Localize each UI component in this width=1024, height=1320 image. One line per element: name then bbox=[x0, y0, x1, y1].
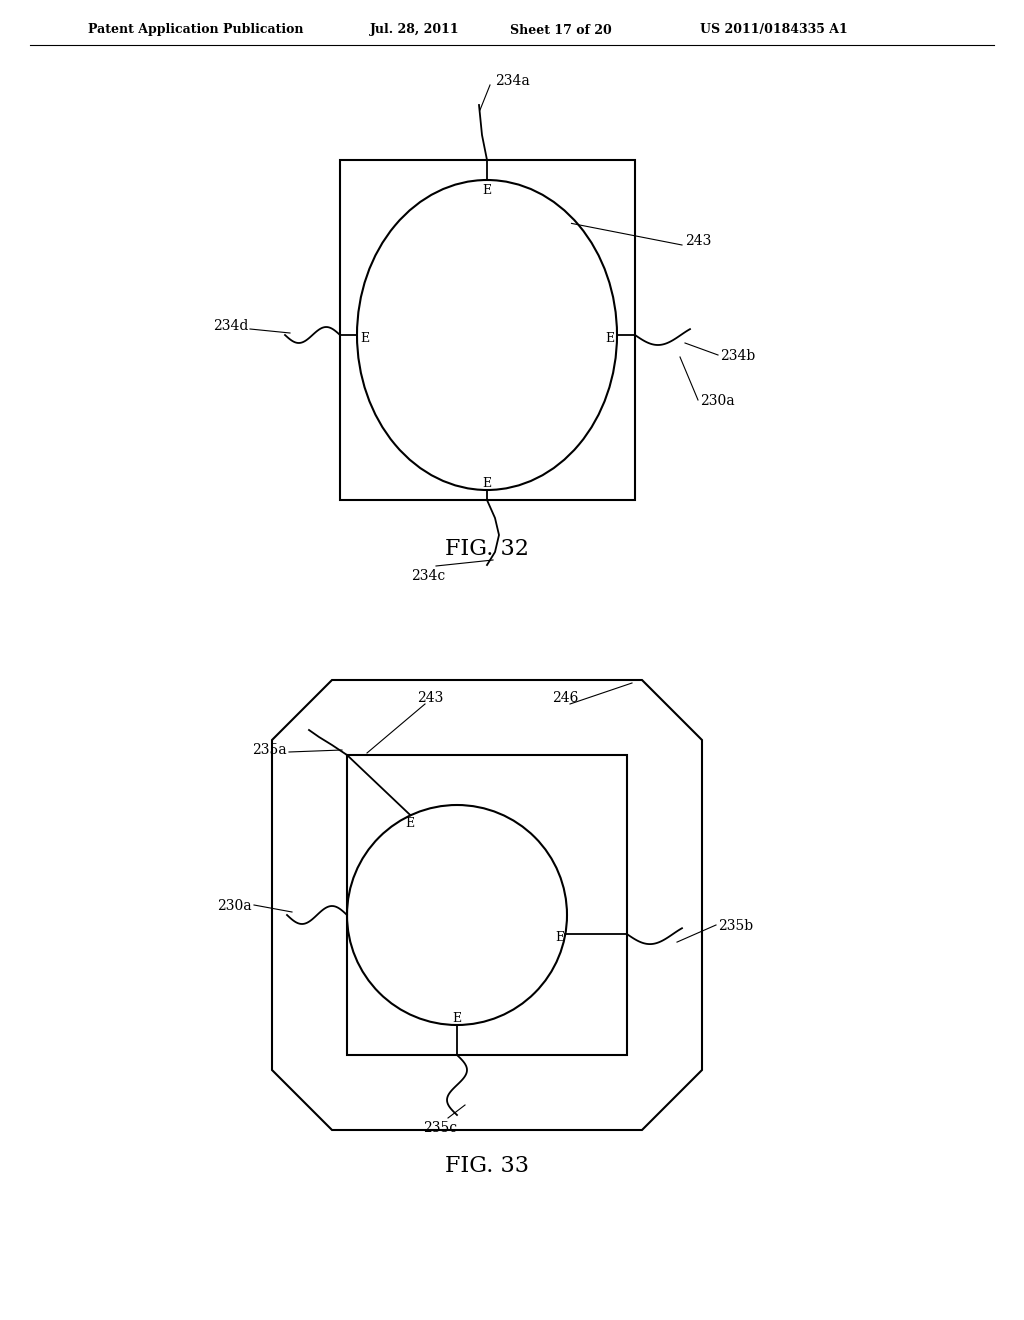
Text: 234a: 234a bbox=[495, 74, 529, 88]
Text: 230a: 230a bbox=[700, 393, 734, 408]
Bar bbox=[347, 755, 627, 1055]
Text: US 2011/0184335 A1: US 2011/0184335 A1 bbox=[700, 24, 848, 37]
Text: E: E bbox=[360, 333, 369, 345]
Text: E: E bbox=[605, 333, 614, 345]
Text: Patent Application Publication: Patent Application Publication bbox=[88, 24, 303, 37]
Bar bbox=[340, 160, 635, 500]
Text: Jul. 28, 2011: Jul. 28, 2011 bbox=[370, 24, 460, 37]
Text: 230a: 230a bbox=[217, 899, 252, 913]
Text: 234b: 234b bbox=[720, 348, 756, 363]
Text: E: E bbox=[482, 183, 492, 197]
Text: E: E bbox=[406, 817, 415, 830]
Text: 243: 243 bbox=[685, 234, 712, 248]
Text: Sheet 17 of 20: Sheet 17 of 20 bbox=[510, 24, 611, 37]
Text: 243: 243 bbox=[417, 690, 443, 705]
Text: E: E bbox=[555, 931, 564, 944]
Text: 246: 246 bbox=[552, 690, 579, 705]
Text: 235c: 235c bbox=[423, 1121, 457, 1135]
Text: 235b: 235b bbox=[718, 919, 753, 933]
Text: E: E bbox=[482, 477, 492, 490]
Text: 235a: 235a bbox=[252, 743, 287, 756]
Text: E: E bbox=[452, 1012, 461, 1026]
Text: FIG. 33: FIG. 33 bbox=[445, 1155, 529, 1177]
Text: 234c: 234c bbox=[411, 569, 445, 583]
Text: 234d: 234d bbox=[213, 319, 248, 333]
Text: FIG. 32: FIG. 32 bbox=[445, 539, 529, 560]
